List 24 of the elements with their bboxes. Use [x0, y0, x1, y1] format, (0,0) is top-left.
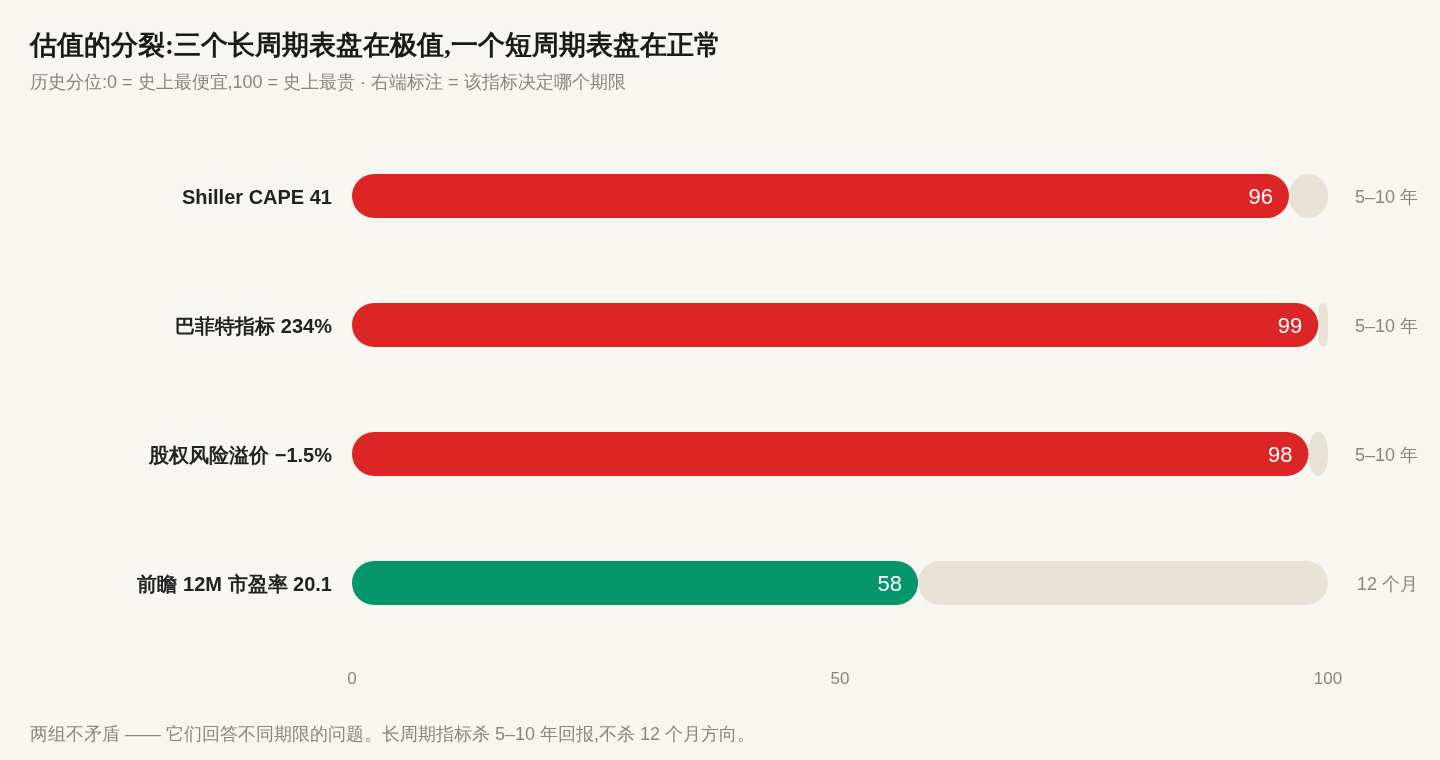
- x-tick-label: 0: [347, 669, 357, 688]
- text: 12 个月: [1356, 574, 1418, 594]
- chart-subtitle: 历史分位:0 = 史上最便宜,100 = 史上最贵 · 右端标注 = 该指标决定哪个期限: [30, 72, 626, 92]
- y-tick-label: 巴菲特指标 234%: [175, 315, 333, 337]
- data-label: 58: [877, 571, 903, 596]
- y-tick-label: 前瞻 12M 市盈率 20.1: [136, 573, 332, 595]
- text: 5–10 年: [1354, 187, 1418, 207]
- bar: [352, 561, 919, 605]
- bar: [352, 432, 1309, 476]
- bar: [1318, 303, 1328, 347]
- x-tick-label: 50: [830, 669, 850, 688]
- text: 两组不矛盾 —— 它们回答不同期限的问题。长周期指标杀 5–10 年回报,不杀 12 个月方向。: [30, 724, 756, 744]
- data-label: 99: [1277, 313, 1303, 338]
- text: 5–10 年: [1354, 316, 1418, 336]
- bar: [918, 561, 1328, 605]
- bar: [352, 174, 1289, 218]
- y-tick-label: Shiller CAPE 41: [181, 186, 332, 208]
- chart-title: 估值的分裂:三个长周期表盘在极值,一个短周期表盘在正常: [29, 30, 721, 60]
- data-label: 96: [1248, 184, 1273, 209]
- y-tick-label: 股权风险溢价 −1.5%: [148, 444, 333, 466]
- data-label: 98: [1268, 442, 1293, 467]
- x-tick-label: 100: [1313, 669, 1343, 688]
- bar: [352, 303, 1319, 347]
- text: 5–10 年: [1354, 445, 1418, 465]
